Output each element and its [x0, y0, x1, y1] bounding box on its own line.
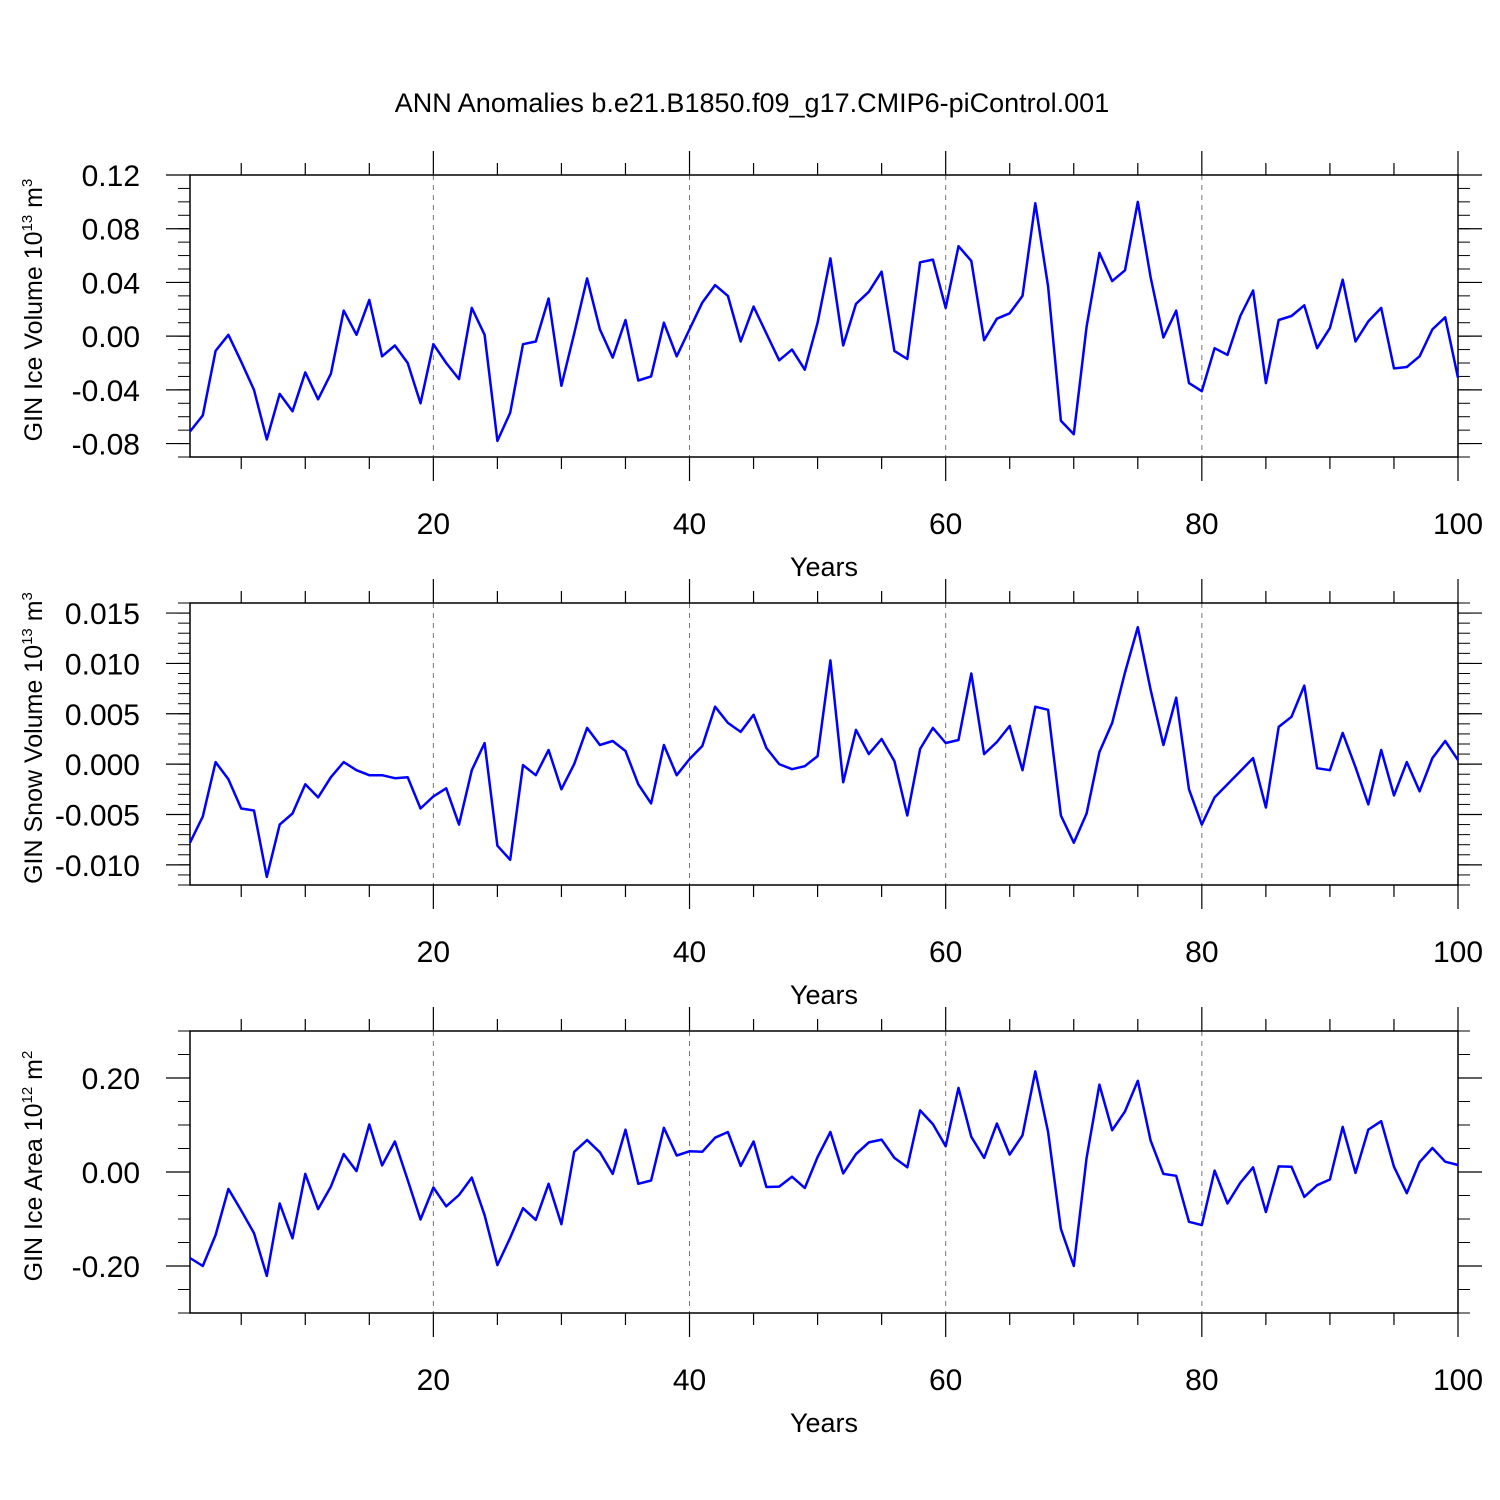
ice-volume-y-axis-label: GIN Ice Volume 1013 m3 — [19, 179, 48, 442]
ice-volume-y-tick-label: 0.04 — [82, 267, 140, 300]
ice-area-x-tick-label: 20 — [417, 1364, 450, 1397]
ice-volume-x-axis-label: Years — [790, 552, 858, 582]
ice-area-x-axis-label: Years — [790, 1408, 858, 1438]
ice-volume-x-tick-label: 40 — [673, 508, 706, 541]
snow-volume-y-tick-label: -0.005 — [55, 800, 140, 833]
ice-volume-x-tick-label: 80 — [1185, 508, 1218, 541]
ice-volume-y-tick-label: 0.12 — [82, 160, 140, 193]
ice-area-x-tick-label: 100 — [1433, 1364, 1483, 1397]
snow-volume-plot-frame — [189, 602, 1459, 886]
snow-volume-x-axis-label: Years — [790, 980, 858, 1010]
snow-volume-y-tick-label: 0.000 — [65, 749, 140, 782]
ice-volume-y-tick-label: -0.04 — [72, 375, 140, 408]
snow-volume-y-tick-label: 0.010 — [65, 648, 140, 681]
ice-area-x-tick-label: 80 — [1185, 1364, 1218, 1397]
snow-volume-x-tick-label: 60 — [929, 936, 962, 969]
snow-volume-x-tick-label: 40 — [673, 936, 706, 969]
chart-title: ANN Anomalies b.e21.B1850.f09_g17.CMIP6-… — [395, 88, 1109, 118]
snow-volume-y-tick-label: -0.010 — [55, 850, 140, 883]
snow-volume-x-tick-label: 80 — [1185, 936, 1218, 969]
ice-volume-plot-frame — [189, 174, 1459, 458]
ice-area-x-tick-label: 40 — [673, 1364, 706, 1397]
ice-area-y-tick-label: 0.20 — [82, 1063, 140, 1096]
ice-volume-x-tick-label: 100 — [1433, 508, 1483, 541]
ice-volume-x-tick-label: 60 — [929, 508, 962, 541]
ice-volume-series-line — [189, 200, 1460, 443]
ice-area-y-tick-label: -0.20 — [72, 1251, 140, 1284]
snow-volume-y-axis-label: GIN Snow Volume 1013 m3 — [19, 592, 48, 884]
snow-volume-x-tick-label: 20 — [417, 936, 450, 969]
snow-volume-y-tick-label: 0.015 — [65, 598, 140, 631]
panel-ice-area: -0.20 0.00 0.20 20 40 60 80 100 Years GIN Ice Are… — [19, 1007, 1483, 1438]
snow-volume-y-tick-label: 0.005 — [65, 699, 140, 732]
snow-volume-x-tick-label: 100 — [1433, 936, 1483, 969]
panel-ice-volume: -0.08 -0.04 0.00 0.04 0.08 0.12 20 40 60 80 100 Yea… — [19, 151, 1483, 582]
snow-volume-series-line — [188, 625, 1460, 879]
ice-volume-y-tick-label: 0.00 — [82, 321, 140, 354]
panel-snow-volume: -0.010 -0.005 0.000 0.005 0.010 0.015 20 40 60 80… — [19, 579, 1483, 1010]
ice-area-y-tick-label: 0.00 — [82, 1157, 140, 1190]
ice-area-x-tick-label: 60 — [929, 1364, 962, 1397]
ice-volume-x-tick-label: 20 — [417, 508, 450, 541]
ice-area-y-axis-label: GIN Ice Area 1012 m2 — [19, 1051, 48, 1282]
ice-area-plot-frame — [189, 1030, 1459, 1314]
ice-area-series-line — [189, 1070, 1459, 1278]
ice-volume-y-tick-label: 0.08 — [82, 214, 140, 247]
ice-volume-y-tick-label: -0.08 — [72, 429, 140, 462]
